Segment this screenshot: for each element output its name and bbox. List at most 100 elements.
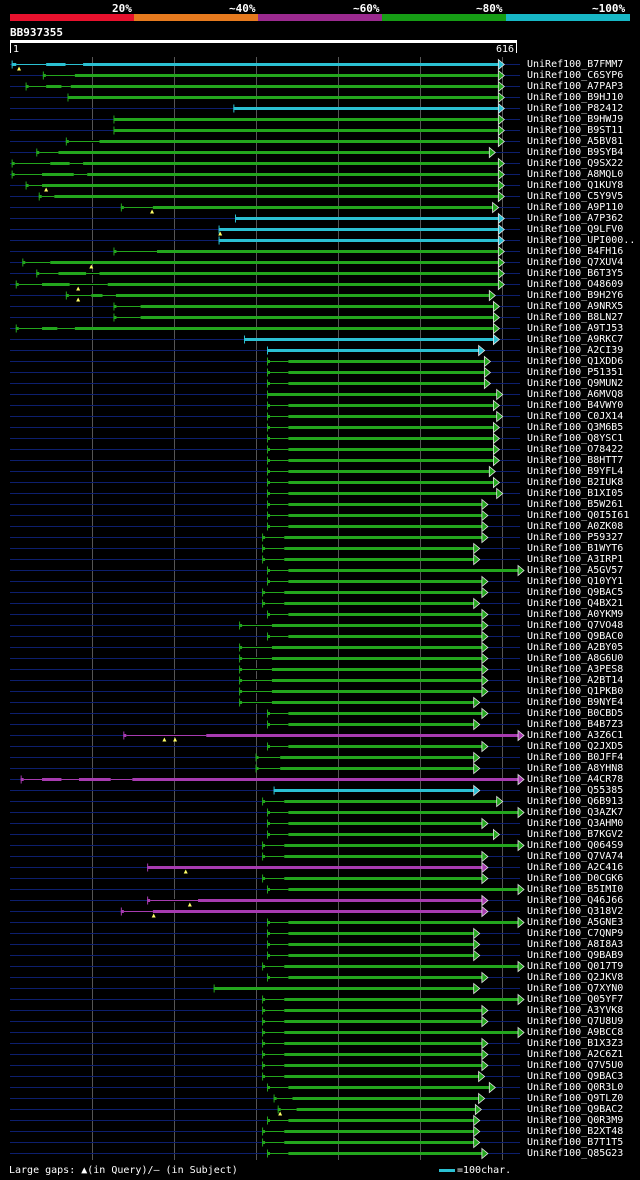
hit-label[interactable]: UniRef100_A8YHN8 xyxy=(527,762,624,774)
hit-label[interactable]: UniRef100_P59327 xyxy=(527,531,624,543)
hit-label[interactable]: UniRef100_B1WYT6 xyxy=(527,542,624,554)
hit-label[interactable]: UniRef100_A5BV81 xyxy=(527,135,624,147)
hit-label[interactable]: UniRef100_O48609 xyxy=(527,278,624,290)
hit-label[interactable]: UniRef100_Q7V5U0 xyxy=(527,1059,624,1071)
hit-label[interactable]: UniRef100_Q7VA74 xyxy=(527,850,624,862)
hit-label[interactable]: UniRef100_A5GV57 xyxy=(527,564,624,576)
hit-label[interactable]: UniRef100_Q55385 xyxy=(527,784,624,796)
hit-label[interactable]: UniRef100_A9BCC8 xyxy=(527,1026,624,1038)
hit-label[interactable]: UniRef100_B9SYB4 xyxy=(527,146,624,158)
hit-label[interactable]: UniRef100_A2C416 xyxy=(527,861,624,873)
hit-label[interactable]: UniRef100_Q4BX21 xyxy=(527,597,624,609)
hit-label[interactable]: UniRef100_B2XT48 xyxy=(527,1125,624,1137)
hit-label[interactable]: UniRef100_D0CGK6 xyxy=(527,872,624,884)
hit-label[interactable]: UniRef100_B8HTT7 xyxy=(527,454,624,466)
hit-label[interactable]: UniRef100_Q6B913 xyxy=(527,795,624,807)
hit-label[interactable]: UniRef100_B9HWJ9 xyxy=(527,113,624,125)
hit-label[interactable]: UniRef100_C5Y9V5 xyxy=(527,190,624,202)
hit-label[interactable]: UniRef100_A9NRX5 xyxy=(527,300,624,312)
hit-label[interactable]: UniRef100_B9HJ10 xyxy=(527,91,624,103)
hit-label[interactable]: UniRef100_B1X3Z3 xyxy=(527,1037,624,1049)
hit-label[interactable]: UniRef100_Q017T9 xyxy=(527,960,624,972)
hit-label[interactable]: UniRef100_A8G6U0 xyxy=(527,652,624,664)
hit-label[interactable]: UniRef100_B2IUK8 xyxy=(527,476,624,488)
hit-label[interactable]: UniRef100_A2C6Z1 xyxy=(527,1048,624,1060)
hit-label[interactable]: UniRef100_Q46J66 xyxy=(527,894,624,906)
hit-label[interactable]: UniRef100_Q7VO48 xyxy=(527,619,624,631)
hit-label[interactable]: UniRef100_Q1XDD6 xyxy=(527,355,624,367)
hit-label[interactable]: UniRef100_Q9MUN2 xyxy=(527,377,624,389)
hit-label[interactable]: UniRef100_Q7XYN0 xyxy=(527,982,624,994)
hit-label[interactable]: UniRef100_A2CI39 xyxy=(527,344,624,356)
hit-label[interactable]: UniRef100_P51351 xyxy=(527,366,624,378)
hit-label[interactable]: UniRef100_B4FH16 xyxy=(527,245,624,257)
hit-label[interactable]: UniRef100_A7PAP3 xyxy=(527,80,624,92)
hit-label[interactable]: UniRef100_Q064S9 xyxy=(527,839,624,851)
hit-label[interactable]: UniRef100_UPI000.. xyxy=(527,234,636,246)
hit-label[interactable]: UniRef100_B7KGV2 xyxy=(527,828,624,840)
hit-label[interactable]: UniRef100_Q7U8U9 xyxy=(527,1015,624,1027)
hit-label[interactable]: UniRef100_Q7XUV4 xyxy=(527,256,624,268)
hit-label[interactable]: UniRef100_A0ZK08 xyxy=(527,520,624,532)
hit-label[interactable]: UniRef100_A4CR78 xyxy=(527,773,624,785)
hit-label[interactable]: UniRef100_Q85G23 xyxy=(527,1147,624,1159)
hit-label[interactable]: UniRef100_A7P362 xyxy=(527,212,624,224)
hit-label[interactable]: UniRef100_Q0I5I61 xyxy=(527,509,630,521)
hit-label[interactable]: UniRef100_B5W261 xyxy=(527,498,624,510)
hit-label[interactable]: UniRef100_Q9LFV0 xyxy=(527,223,624,235)
hit-label[interactable]: UniRef100_A8I8A3 xyxy=(527,938,624,950)
hit-label[interactable]: UniRef100_Q0R3L0 xyxy=(527,1081,624,1093)
hit-label[interactable]: UniRef100_A3PES8 xyxy=(527,663,624,675)
hit-label[interactable]: UniRef100_A9P110 xyxy=(527,201,624,213)
hit-label[interactable]: UniRef100_Q05YF7 xyxy=(527,993,624,1005)
hit-label[interactable]: UniRef100_Q9BAC3 xyxy=(527,1070,624,1082)
hit-label[interactable]: UniRef100_A2BY05 xyxy=(527,641,624,653)
hit-label[interactable]: UniRef100_B9YFL4 xyxy=(527,465,624,477)
hit-label[interactable]: UniRef100_C0JX14 xyxy=(527,410,624,422)
hit-label[interactable]: UniRef100_B9NYE4 xyxy=(527,696,624,708)
hit-label[interactable]: UniRef100_Q9SX22 xyxy=(527,157,624,169)
hit-label[interactable]: UniRef100_Q9BAC5 xyxy=(527,586,624,598)
hit-label[interactable]: UniRef100_B1XI05 xyxy=(527,487,624,499)
hit-label[interactable]: UniRef100_Q3AZK7 xyxy=(527,806,624,818)
hit-label[interactable]: UniRef100_B4VWY0 xyxy=(527,399,624,411)
hit-label[interactable]: UniRef100_B9H2Y6 xyxy=(527,289,624,301)
hit-label[interactable]: UniRef100_B8LN27 xyxy=(527,311,624,323)
hit-label[interactable]: UniRef100_Q9TLZ0 xyxy=(527,1092,624,1104)
hit-label[interactable]: UniRef100_A5GNE3 xyxy=(527,916,624,928)
hit-label[interactable]: UniRef100_A9RKC7 xyxy=(527,333,624,345)
hit-label[interactable]: UniRef100_Q1PKB0 xyxy=(527,685,624,697)
hit-label[interactable]: UniRef100_B0JFF4 xyxy=(527,751,624,763)
hit-label[interactable]: UniRef100_Q3AHM0 xyxy=(527,817,624,829)
hit-label[interactable]: UniRef100_Q3M6B5 xyxy=(527,421,624,433)
hit-label[interactable]: UniRef100_B0CBD5 xyxy=(527,707,624,719)
hit-label[interactable]: UniRef100_C7QNP9 xyxy=(527,927,624,939)
hit-label[interactable]: UniRef100_Q0R3M9 xyxy=(527,1114,624,1126)
hit-label[interactable]: UniRef100_Q10YY1 xyxy=(527,575,624,587)
hit-label[interactable]: UniRef100_A3YVK8 xyxy=(527,1004,624,1016)
hit-label[interactable]: UniRef100_Q9BAB9 xyxy=(527,949,624,961)
hit-label[interactable]: UniRef100_A8MQL0 xyxy=(527,168,624,180)
hit-label[interactable]: UniRef100_A9TJ53 xyxy=(527,322,624,334)
hit-label[interactable]: UniRef100_B6T3Y5 xyxy=(527,267,624,279)
hit-label[interactable]: UniRef100_C6SYP6 xyxy=(527,69,624,81)
hit-label[interactable]: UniRef100_Q2JXD5 xyxy=(527,740,624,752)
hit-label[interactable]: UniRef100_Q1KUY8 xyxy=(527,179,624,191)
hit-label[interactable]: UniRef100_B7T1T5 xyxy=(527,1136,624,1148)
hit-label[interactable]: UniRef100_A3IRP1 xyxy=(527,553,624,565)
hit-label[interactable]: UniRef100_Q9BAC0 xyxy=(527,630,624,642)
hit-label[interactable]: UniRef100_Q8YSC1 xyxy=(527,432,624,444)
hit-label[interactable]: UniRef100_O78422 xyxy=(527,443,624,455)
hit-label[interactable]: UniRef100_B7FMM7 xyxy=(527,58,624,70)
hit-label[interactable]: UniRef100_B4B7Z3 xyxy=(527,718,624,730)
hit-label[interactable]: UniRef100_Q9BAC2 xyxy=(527,1103,624,1115)
hit-label[interactable]: UniRef100_Q318V2 xyxy=(527,905,624,917)
hit-label[interactable]: UniRef100_A6MVQ8 xyxy=(527,388,624,400)
hit-label[interactable]: UniRef100_A0YKM9 xyxy=(527,608,624,620)
hit-label[interactable]: UniRef100_B5IMI0 xyxy=(527,883,624,895)
hit-label[interactable]: UniRef100_A3Z6C1 xyxy=(527,729,624,741)
hit-label[interactable]: UniRef100_Q2JKV8 xyxy=(527,971,624,983)
hit-label[interactable]: UniRef100_A2BT14 xyxy=(527,674,624,686)
hit-label[interactable]: UniRef100_B9ST11 xyxy=(527,124,624,136)
hit-label[interactable]: UniRef100_P82412 xyxy=(527,102,624,114)
